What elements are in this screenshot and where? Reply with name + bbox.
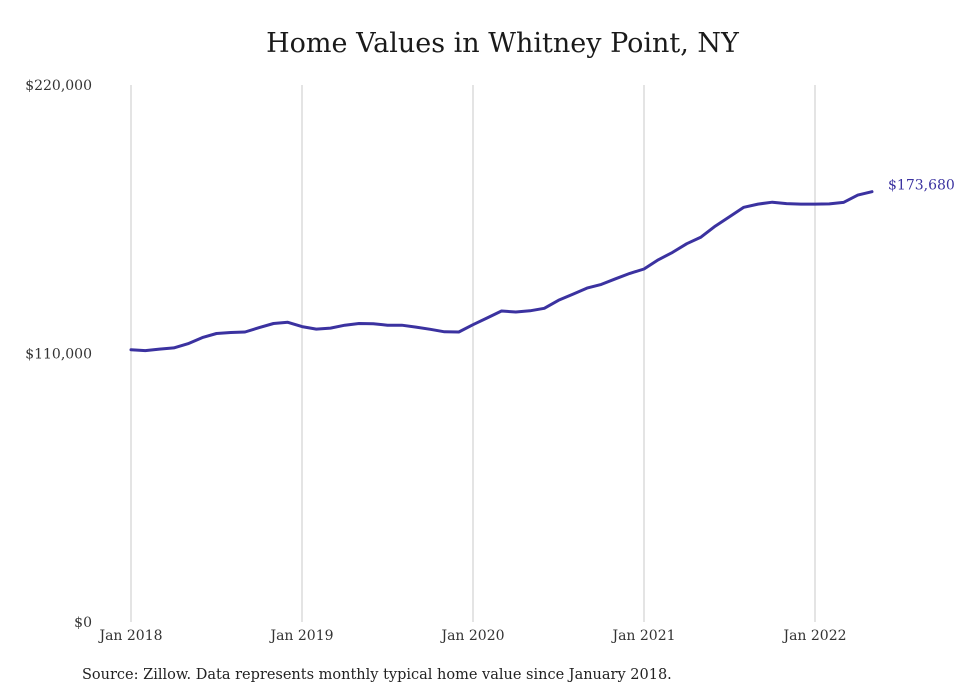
x-tick-label: Jan 2022: [781, 628, 846, 644]
x-tick-label: Jan 2018: [97, 628, 162, 644]
x-tick-label: Jan 2020: [439, 628, 504, 644]
series-layer: $173,680: [129, 178, 955, 353]
y-tick-label: $0: [74, 615, 92, 631]
x-tick-label: Jan 2021: [610, 628, 675, 644]
source-note: Source: Zillow. Data represents monthly …: [82, 667, 672, 683]
series-line: [129, 190, 874, 353]
end-value-label: $173,680: [888, 178, 955, 194]
axis-layer: Jan 2018 Jan 2019 Jan 2020 Jan 2021 Jan 2022…: [25, 78, 846, 644]
grid-layer: [130, 85, 816, 622]
x-tick-label: Jan 2019: [268, 628, 333, 644]
chart-title: Home Values in Whitney Point, NY: [266, 28, 739, 59]
y-tick-label: $110,000: [25, 347, 92, 363]
y-tick-label: $220,000: [25, 78, 92, 94]
